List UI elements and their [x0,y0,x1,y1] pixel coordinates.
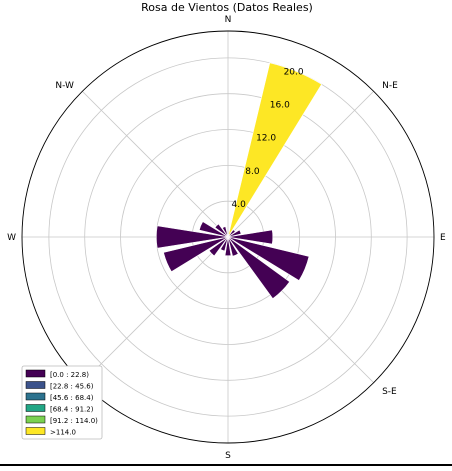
bars-layer [156,62,323,300]
radial-tick-labels: 4.0 8.0 12.0 16.0 20.0 [232,68,304,210]
radial-tick-4: 20.0 [284,68,304,78]
legend-label-2: [45.6 : 68.4) [50,394,94,402]
direction-label-s: S [225,451,231,461]
wind-bar-11 [163,236,229,273]
grid-spoke [82,236,229,383]
chart-title: Rosa de Vientos (Datos Reales) [141,1,313,14]
legend-label-3: [68.4 : 91.2) [50,406,94,414]
legend-label-0: [0.0 : 22.8) [50,371,89,379]
direction-label-n-w: N-W [55,81,74,91]
wind-bar-12 [156,225,229,249]
wind-bar-10 [208,236,229,257]
legend-swatch-0 [25,369,46,378]
grid-spoke [82,91,229,238]
bottom-divider [0,464,452,466]
direction-label-w: W [7,233,16,243]
wind-bar-15 [221,226,229,238]
polar-grid [21,30,435,444]
wind-bar-13 [198,221,229,238]
direction-label-n-e: N-E [382,81,398,91]
legend-swatch-4 [25,415,46,424]
wind-bar-8 [224,236,232,257]
legend-swatch-1 [25,381,46,389]
wind-bar-3 [227,229,242,238]
legend-label-5: >114.0 [50,429,76,437]
wind-bar-9 [220,236,229,252]
legend-swatch-3 [25,404,46,412]
legend-label-1: [22.8 : 45.6) [50,383,94,391]
direction-label-s-e: S-E [382,387,397,397]
direction-label-n: N [225,15,232,25]
outer-frame [21,30,435,444]
radial-tick-3: 16.0 [270,101,290,111]
wind-bar-2 [227,229,236,238]
wind-bar-5 [227,236,310,281]
direction-label-e: E [440,233,446,243]
legend-swatch-5 [25,427,46,435]
wind-bar-7 [227,236,239,257]
wind-bar-4 [227,229,274,245]
wind-bar-14 [214,223,229,238]
legend-label-4: [91.2 : 114.0) [50,417,98,425]
direction-labels: N N-E E S-E S W N-W [7,15,446,461]
legend-swatch-2 [25,392,46,401]
legend: [0.0 : 22.8) [22.8 : 45.6) [45.6 : 68.4) [6… [21,365,103,440]
radial-tick-2: 12.0 [256,134,276,144]
radial-tick-0: 4.0 [232,200,247,210]
wind-bar-6 [227,236,291,300]
grid-spoke [227,91,374,238]
wind-bar-1 [227,62,323,238]
radial-tick-1: 8.0 [245,167,260,177]
